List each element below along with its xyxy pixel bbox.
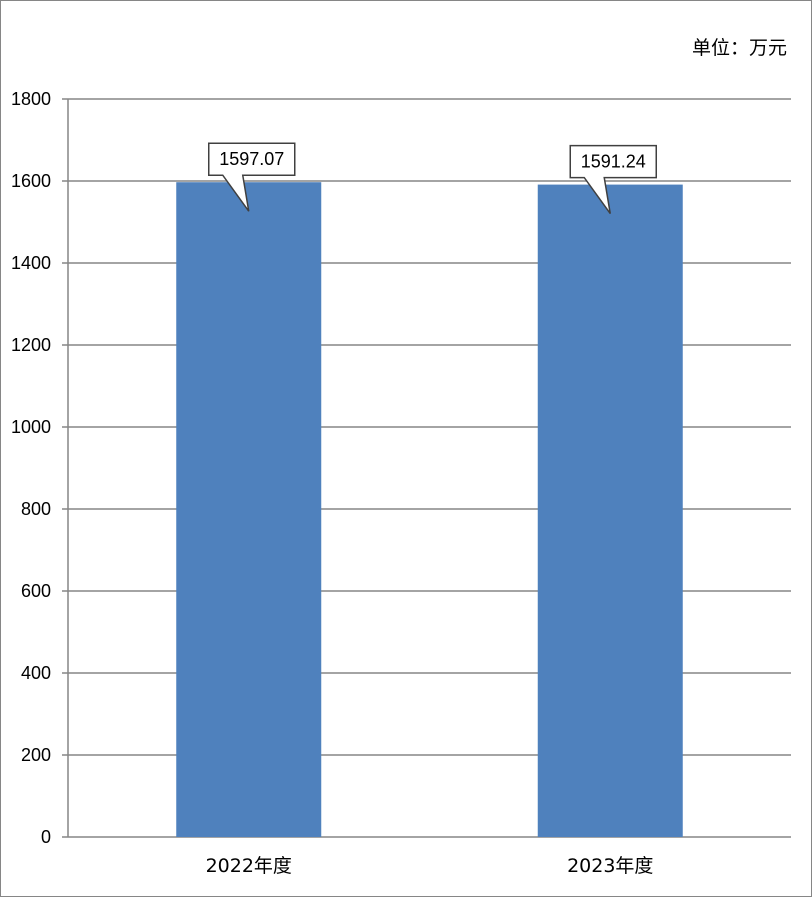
data-label: 1591.24 <box>581 152 646 172</box>
bar <box>176 182 322 837</box>
data-label-callout <box>569 144 657 215</box>
x-category-label: 2023年度 <box>567 855 653 877</box>
y-tick-label: 400 <box>21 663 51 683</box>
y-tick-label: 1800 <box>11 89 51 109</box>
x-category-label: 2022年度 <box>206 855 292 877</box>
bar <box>537 184 683 837</box>
y-tick-label: 600 <box>21 581 51 601</box>
y-tick-label: 1400 <box>11 253 51 273</box>
y-tick-label: 0 <box>41 827 51 847</box>
y-tick-label: 1000 <box>11 417 51 437</box>
y-tick-label: 1600 <box>11 171 51 191</box>
y-tick-label: 1200 <box>11 335 51 355</box>
data-labels: 1597.07 1591.24 <box>208 142 657 215</box>
bars <box>176 182 683 837</box>
unit-label: 单位：万元 <box>691 37 787 59</box>
data-label-callout <box>208 142 296 212</box>
y-tick-label: 200 <box>21 745 51 765</box>
data-label: 1597.07 <box>219 149 284 169</box>
y-tick-label: 800 <box>21 499 51 519</box>
